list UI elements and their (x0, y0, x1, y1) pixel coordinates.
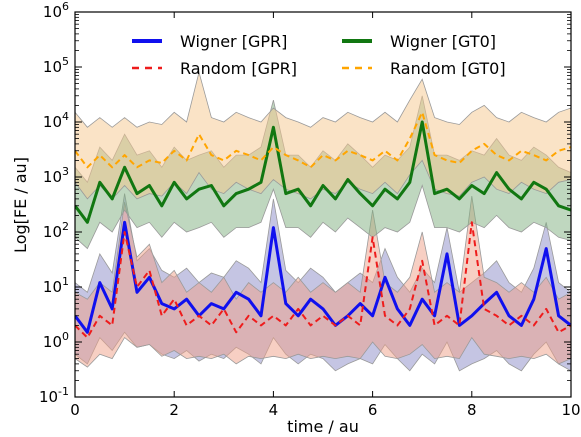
legend-label-random-gt0: Random [GT0] (390, 59, 506, 78)
legend-item-random-gpr: Random [GPR] (132, 59, 297, 78)
legend-item-wigner-gpr: Wigner [GPR] (132, 32, 287, 51)
line-random-gt0 (75, 111, 571, 169)
y-tick-label: 105 (43, 55, 69, 76)
y-tick-label: 101 (43, 275, 69, 296)
plot-frame (74, 11, 572, 398)
x-tick-label: 2 (169, 401, 179, 419)
y-tick-label: 102 (43, 220, 69, 241)
legend-label-random-gpr: Random [GPR] (180, 59, 297, 78)
x-tick-label: 4 (269, 401, 279, 419)
line-wigner-gpr (75, 220, 571, 334)
series-lines (75, 111, 571, 339)
x-tick-label: 6 (368, 401, 378, 419)
y-tick-label: 10-1 (39, 385, 69, 406)
confidence-bands (75, 70, 571, 372)
line-random-gpr (75, 221, 571, 339)
band-random-gpr (75, 196, 571, 368)
x-tick-label: 0 (70, 401, 80, 419)
legend-item-random-gt0: Random [GT0] (342, 59, 506, 78)
y-tick-label: 104 (43, 110, 69, 131)
y-tick-label: 100 (43, 330, 69, 351)
y-tick-label: 106 (43, 0, 69, 21)
legend: Wigner [GPR] Wigner [GT0] Random [GPR] R… (132, 32, 506, 78)
legend-label-wigner-gt0: Wigner [GT0] (390, 32, 496, 51)
line-wigner-gt0 (75, 120, 571, 224)
axis-ticks: 0 2 4 6 8 10 10-1 100 101 102 103 104 105 106 (39, 0, 581, 419)
legend-item-wigner-gt0: Wigner [GT0] (342, 32, 496, 51)
legend-label-wigner-gpr: Wigner [GPR] (180, 32, 287, 51)
band-random-gt0 (75, 70, 571, 200)
x-axis-label: time / au (287, 417, 359, 436)
x-tick-label: 10 (561, 401, 580, 419)
x-tick-label: 8 (467, 401, 477, 419)
y-axis-label: Log[FE / au] (11, 157, 30, 253)
y-tick-label: 103 (43, 165, 69, 186)
